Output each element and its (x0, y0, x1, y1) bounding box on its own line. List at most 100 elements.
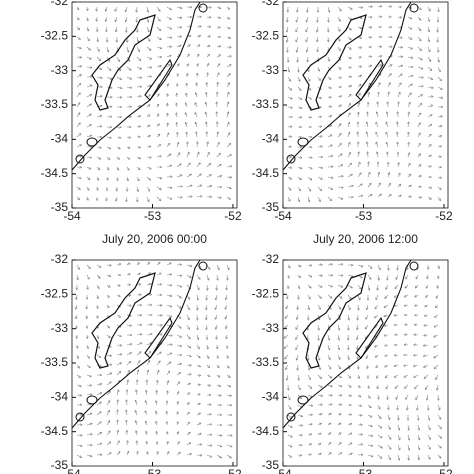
wind-vector (196, 404, 200, 405)
lake (286, 412, 296, 422)
wind-vector (427, 394, 428, 400)
wind-vector (136, 156, 140, 159)
wind-vector (347, 274, 353, 276)
wind-vector (116, 335, 121, 336)
wind-vector (427, 46, 430, 52)
wind-vector (404, 365, 409, 366)
wind-vector (86, 114, 91, 118)
wind-vector (227, 274, 228, 280)
wind-vector (357, 84, 361, 88)
wind-vector (145, 421, 147, 426)
wind-vector (86, 274, 89, 279)
wind-vector (226, 92, 229, 98)
wind-vector (76, 47, 81, 48)
wind-vector (378, 92, 379, 98)
wind-vector (307, 157, 312, 158)
wind-vector (125, 6, 128, 11)
wind-vector (288, 274, 289, 278)
wind-vector (156, 361, 160, 366)
wind-vector (96, 422, 101, 426)
wind-vector (348, 314, 349, 320)
wind-vector (288, 66, 289, 72)
wind-vector (367, 264, 372, 268)
wind-vector (186, 393, 190, 396)
wind-vector (117, 166, 118, 170)
wind-vector (76, 123, 80, 128)
wind-vector (367, 394, 370, 398)
wind-vector (347, 294, 351, 299)
wind-vector (76, 364, 79, 368)
wind-vector (96, 46, 99, 51)
wind-vector (287, 46, 288, 52)
wind-vector (176, 143, 178, 148)
wind-vector (167, 113, 168, 118)
wind-vector (186, 443, 191, 446)
wind-vector (106, 137, 111, 138)
wind-vector (435, 364, 439, 369)
wind-vector (136, 96, 141, 97)
wind-vector (337, 124, 341, 128)
wind-vector (166, 263, 171, 266)
wind-vector (177, 412, 178, 416)
wind-vector (297, 96, 301, 99)
wind-vector (297, 384, 300, 389)
wind-vector (427, 145, 431, 148)
wind-vector (86, 56, 91, 59)
x-tick-label: -53 (144, 209, 162, 223)
map-panel: -32 -32.5 -33 -33.5 -34 -34.5 -35-54 -53 -52 July… (252, 232, 453, 474)
lake (286, 154, 296, 164)
island (409, 3, 419, 13)
wind-vector (136, 116, 140, 117)
wind-vector (437, 404, 440, 410)
wind-vector (226, 155, 231, 158)
wind-vector (347, 143, 350, 148)
wind-vector (297, 76, 300, 81)
wind-vector (375, 344, 379, 347)
wind-vector (357, 27, 362, 28)
wind-vector (387, 74, 391, 78)
wind-vector (146, 136, 150, 137)
wind-vector (417, 133, 420, 138)
wind-vector (186, 45, 190, 48)
wind-vector (136, 46, 140, 51)
wind-vector (366, 314, 369, 319)
wind-vector (327, 6, 329, 12)
wind-vector (146, 273, 150, 276)
wind-vector (424, 364, 429, 367)
wind-vector (388, 264, 389, 270)
wind-vector (407, 164, 410, 168)
wind-vector (87, 196, 88, 200)
wind-vector (86, 85, 92, 88)
wind-vector (226, 112, 228, 118)
wind-vector (106, 391, 110, 396)
wind-vector (106, 6, 107, 11)
wind-vector (106, 284, 110, 287)
wind-vector (327, 314, 330, 320)
wind-vector (307, 284, 311, 288)
wind-vector (196, 423, 201, 426)
wind-vector (206, 314, 207, 319)
wind-vector (216, 334, 217, 339)
wind-vector (307, 444, 311, 445)
wind-vector (407, 46, 412, 49)
wind-vector (387, 65, 392, 68)
wind-vector (368, 93, 369, 98)
x-tick-label: -52 (224, 209, 242, 223)
y-tick-label: -35 (262, 200, 280, 214)
wind-vector (156, 196, 161, 200)
wind-vector (358, 374, 359, 378)
wind-vector (317, 26, 318, 32)
wind-vector (146, 196, 149, 201)
wind-vector (296, 324, 299, 329)
wind-vector (386, 132, 389, 138)
wind-vector (126, 16, 128, 22)
y-tick-label: -33 (262, 63, 280, 77)
wind-vector (405, 305, 409, 306)
wind-vector (106, 294, 109, 297)
wind-vector (386, 284, 389, 289)
wind-vector (166, 314, 172, 317)
wind-vector (156, 47, 161, 48)
wind-vector (117, 410, 118, 416)
wind-vector (226, 83, 229, 88)
wind-vector (166, 65, 170, 68)
